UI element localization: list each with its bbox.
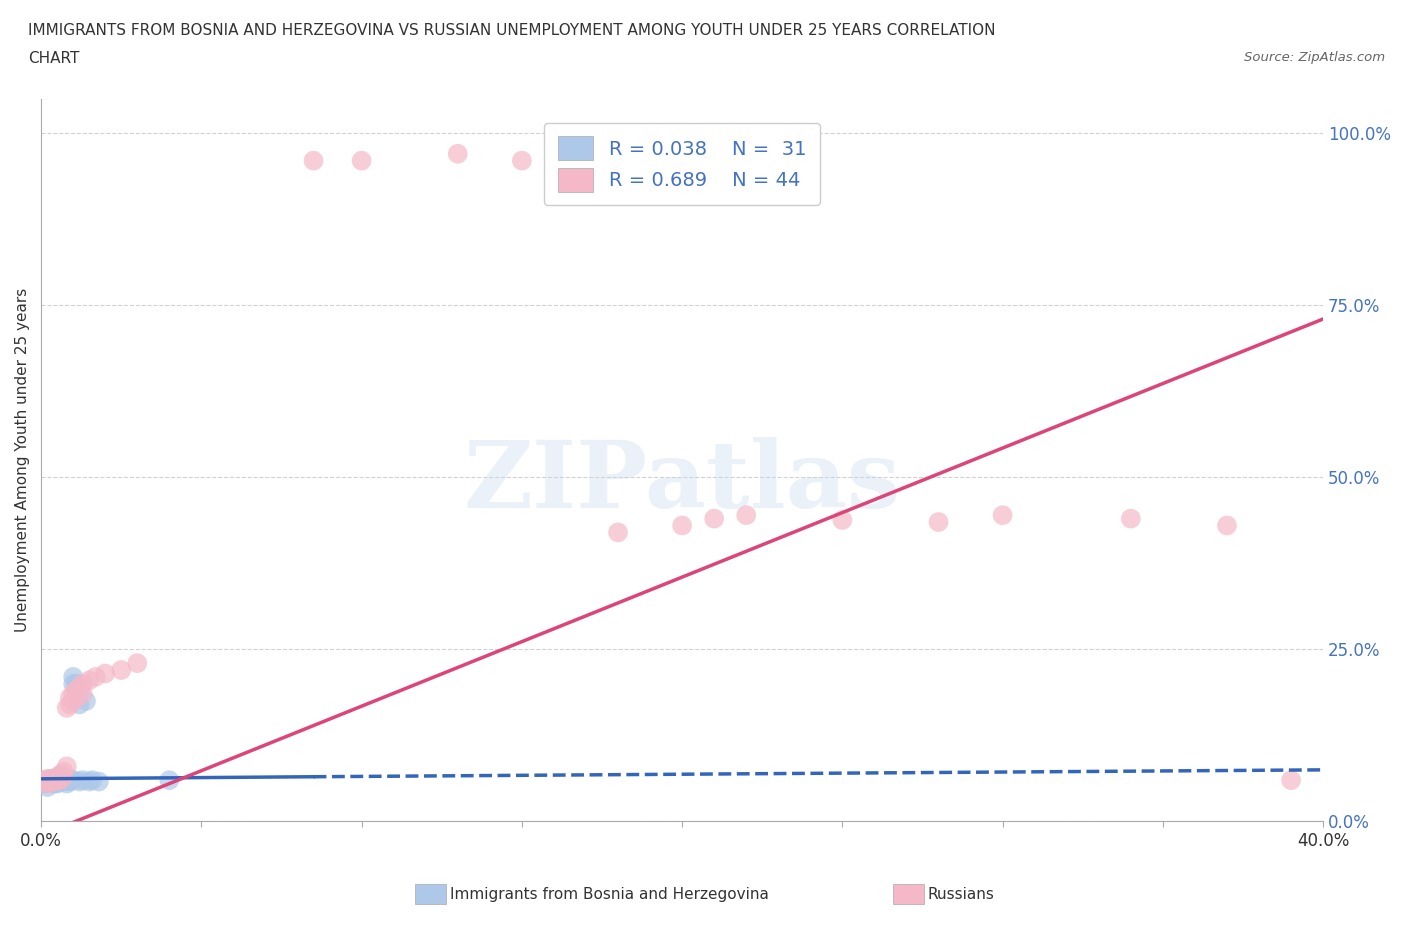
Point (831, 512, 853, 527)
Point (37, 779, 59, 794)
Point (37, 771, 59, 786)
Point (62, 773, 84, 788)
Point (447, 146, 470, 161)
Point (65, 684, 87, 698)
Point (59, 690, 82, 705)
Point (39, 773, 62, 788)
Point (62, 686, 84, 701)
Point (65, 690, 87, 705)
Point (46, 773, 69, 788)
Text: CHART: CHART (28, 51, 80, 66)
Point (52, 773, 75, 788)
Point (46, 774, 69, 789)
Point (37, 773, 59, 788)
Point (1279, 773, 1302, 788)
Point (82, 773, 104, 788)
Point (39, 774, 62, 789)
Point (77, 774, 100, 789)
Point (55, 773, 77, 788)
Point (39, 771, 62, 786)
Point (1216, 518, 1239, 533)
Point (991, 508, 1014, 523)
Point (62, 670, 84, 684)
Point (42, 771, 65, 786)
Point (703, 512, 725, 526)
Point (46, 777, 69, 791)
Point (46, 773, 69, 788)
Point (34, 773, 56, 788)
Point (49, 771, 72, 786)
Point (127, 656, 149, 671)
Text: Immigrants from Bosnia and Herzegovina: Immigrants from Bosnia and Herzegovina (450, 887, 769, 902)
Point (42, 777, 65, 791)
Point (52, 769, 75, 784)
Point (46, 769, 69, 784)
Text: IMMIGRANTS FROM BOSNIA AND HERZEGOVINA VS RUSSIAN UNEMPLOYMENT AMONG YOUTH UNDER: IMMIGRANTS FROM BOSNIA AND HERZEGOVINA V… (28, 23, 995, 38)
Point (55, 759, 77, 774)
Point (65, 676, 87, 691)
Point (34, 774, 56, 789)
Point (49, 769, 72, 784)
Point (39, 774, 62, 789)
Point (77, 673, 100, 688)
Point (735, 508, 758, 523)
Point (110, 662, 132, 677)
Point (510, 153, 533, 168)
Point (62, 694, 84, 709)
Point (69, 697, 91, 711)
Legend: R = 0.038    N =  31, R = 0.689    N = 44: R = 0.038 N = 31, R = 0.689 N = 44 (544, 123, 820, 206)
Text: ZIPatlas: ZIPatlas (464, 437, 901, 526)
Point (607, 525, 630, 539)
Point (72, 773, 94, 788)
Point (84, 670, 107, 684)
Point (928, 514, 950, 529)
Y-axis label: Unemployment Among Youth under 25 years: Unemployment Among Youth under 25 years (15, 288, 30, 632)
Point (69, 680, 91, 695)
Point (350, 153, 373, 168)
Point (157, 773, 180, 788)
Point (94, 666, 117, 681)
Point (62, 676, 84, 691)
Point (75, 694, 97, 709)
Text: Source: ZipAtlas.com: Source: ZipAtlas.com (1244, 51, 1385, 64)
Point (87, 774, 110, 789)
Point (1119, 512, 1142, 526)
Point (69, 774, 91, 789)
Point (59, 697, 82, 711)
Point (49, 774, 72, 789)
Point (42, 774, 65, 789)
Text: Russians: Russians (928, 887, 995, 902)
Point (37, 777, 59, 791)
Point (34, 777, 56, 791)
Point (49, 767, 72, 782)
Point (59, 774, 82, 789)
Point (52, 764, 75, 779)
Point (42, 773, 65, 788)
Point (302, 153, 325, 168)
Point (52, 774, 75, 789)
Point (55, 777, 77, 791)
Point (72, 676, 94, 691)
Point (59, 771, 82, 786)
Point (49, 773, 72, 788)
Point (671, 518, 693, 533)
Point (55, 700, 77, 715)
Point (72, 686, 94, 701)
